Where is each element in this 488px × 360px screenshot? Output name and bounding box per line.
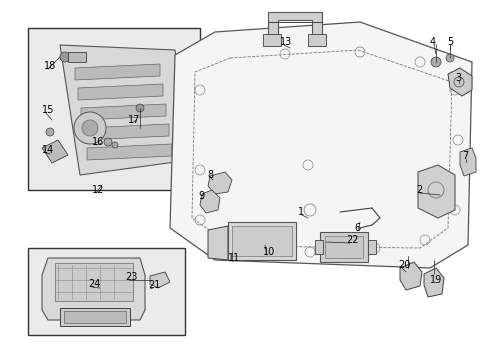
Bar [325, 236, 362, 258]
Text: 16: 16 [92, 137, 104, 147]
Circle shape [77, 54, 83, 60]
Bar [307, 34, 325, 46]
Text: 11: 11 [227, 253, 240, 263]
Polygon shape [170, 22, 471, 268]
Polygon shape [81, 104, 165, 120]
Polygon shape [60, 45, 190, 175]
Bar [64, 311, 126, 323]
Circle shape [104, 138, 112, 146]
Text: 5: 5 [446, 37, 452, 47]
Text: 3: 3 [454, 73, 460, 83]
Bar [319, 232, 367, 262]
Text: 14: 14 [42, 145, 54, 155]
Polygon shape [207, 226, 227, 260]
Polygon shape [87, 144, 172, 160]
Polygon shape [423, 268, 443, 297]
Polygon shape [459, 148, 475, 176]
Text: 24: 24 [88, 279, 100, 289]
Polygon shape [42, 140, 68, 163]
Polygon shape [150, 272, 170, 288]
Text: 8: 8 [206, 170, 213, 180]
Text: 23: 23 [125, 272, 137, 282]
Text: 18: 18 [44, 61, 56, 71]
Text: 13: 13 [280, 37, 292, 47]
Text: 4: 4 [429, 37, 435, 47]
Text: 7: 7 [461, 151, 468, 161]
Text: 22: 22 [346, 235, 358, 245]
Bar [314, 240, 323, 254]
Circle shape [60, 52, 70, 62]
Polygon shape [75, 64, 160, 80]
Bar [263, 34, 281, 46]
Bar [227, 222, 295, 260]
Polygon shape [267, 12, 321, 36]
Polygon shape [417, 165, 454, 218]
Text: 17: 17 [128, 115, 140, 125]
Circle shape [82, 120, 98, 136]
Polygon shape [399, 262, 421, 290]
Circle shape [112, 142, 118, 148]
Polygon shape [42, 258, 145, 320]
Circle shape [430, 57, 440, 67]
Bar [68, 52, 86, 62]
Polygon shape [200, 190, 220, 213]
Text: 21: 21 [148, 280, 160, 290]
Bar [28, 248, 184, 335]
Text: 20: 20 [397, 260, 409, 270]
Bar [55, 263, 133, 301]
Polygon shape [78, 84, 163, 100]
Circle shape [258, 233, 273, 249]
Polygon shape [447, 68, 471, 96]
Text: 10: 10 [263, 247, 275, 257]
Text: 2: 2 [415, 185, 421, 195]
Text: 12: 12 [92, 185, 104, 195]
Text: 15: 15 [42, 105, 54, 115]
Text: 19: 19 [429, 275, 441, 285]
Bar [367, 240, 375, 254]
Bar [231, 226, 291, 256]
Bar [28, 28, 200, 190]
Circle shape [74, 112, 106, 144]
Text: 1: 1 [297, 207, 304, 217]
Circle shape [46, 128, 54, 136]
Text: 6: 6 [353, 223, 359, 233]
Polygon shape [84, 124, 169, 140]
Polygon shape [207, 172, 231, 194]
Circle shape [136, 104, 143, 112]
Circle shape [445, 54, 453, 62]
Bar [60, 308, 130, 326]
Text: 9: 9 [198, 191, 203, 201]
